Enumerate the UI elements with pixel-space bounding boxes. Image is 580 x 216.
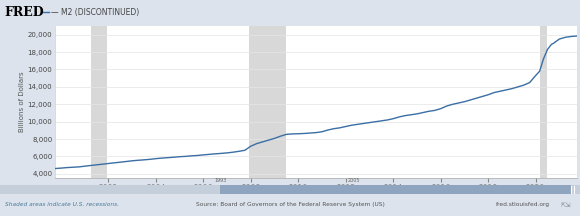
Text: 2005: 2005 <box>347 178 360 183</box>
Text: 1993: 1993 <box>214 178 227 183</box>
Text: Source: Board of Governors of the Federal Reserve System (US): Source: Board of Governors of the Federa… <box>195 202 385 206</box>
Bar <box>539 26 548 178</box>
Bar <box>0 186 580 194</box>
Y-axis label: Billions of Dollars: Billions of Dollars <box>19 72 25 132</box>
Text: ⇱⇲: ⇱⇲ <box>560 203 571 208</box>
Bar <box>220 186 571 194</box>
Text: — M2 (DISCONTINUED): — M2 (DISCONTINUED) <box>51 8 139 17</box>
Bar <box>90 26 107 178</box>
Text: FRED: FRED <box>5 6 44 19</box>
Text: Shaded areas indicate U.S. recessions.: Shaded areas indicate U.S. recessions. <box>5 202 119 206</box>
Text: fred.stlouisfed.org: fred.stlouisfed.org <box>496 202 550 206</box>
Bar <box>249 26 287 178</box>
